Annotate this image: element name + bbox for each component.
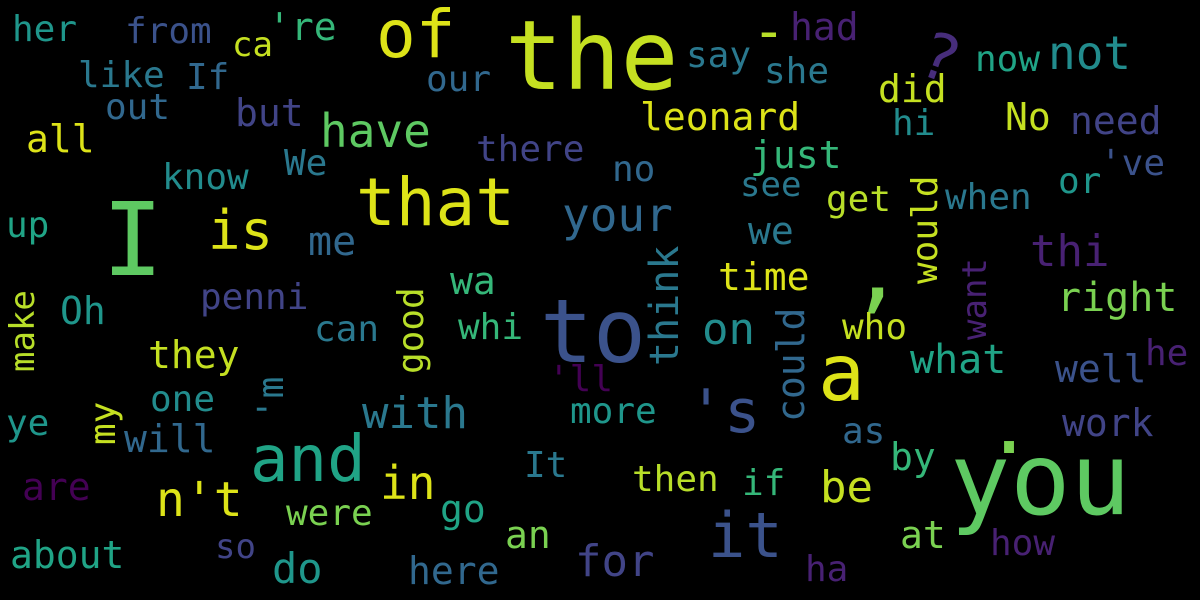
- word-ye: ye: [6, 403, 50, 444]
- word-We: We: [284, 143, 328, 184]
- word-on: on: [702, 304, 755, 355]
- word-do: do: [272, 544, 323, 593]
- word-our: our: [426, 59, 492, 100]
- word-or: or: [1058, 161, 1102, 202]
- word-your: your: [562, 188, 673, 242]
- word-could: could: [769, 307, 813, 422]
- word-that: that: [356, 164, 515, 241]
- word-whi: whi: [458, 307, 524, 348]
- word-they: they: [148, 333, 240, 377]
- word-one: one: [150, 379, 216, 420]
- word-know: know: [162, 157, 249, 198]
- word-here: here: [408, 549, 500, 593]
- word-like: like: [78, 55, 165, 96]
- word-get: get: [826, 179, 892, 220]
- word-re: 're: [268, 5, 337, 49]
- word-about: about: [10, 533, 125, 577]
- word-nt: n't: [156, 472, 243, 528]
- word-as: as: [842, 411, 886, 452]
- word-were: were: [286, 493, 373, 534]
- word-dot: .: [985, 379, 1034, 472]
- word-in: in: [380, 456, 436, 510]
- word-more: more: [570, 391, 657, 432]
- word-work: work: [1062, 401, 1154, 445]
- word-It: It: [524, 445, 568, 486]
- word-well: well: [1055, 347, 1147, 391]
- word-go: go: [440, 487, 486, 531]
- word-how: how: [990, 523, 1056, 564]
- word-good: good: [391, 287, 432, 374]
- word-I: I: [102, 181, 164, 300]
- word-had: had: [790, 5, 859, 49]
- word-then: then: [632, 459, 719, 500]
- word-it: it: [708, 499, 783, 572]
- word-want: want: [955, 258, 995, 340]
- word-if: if: [742, 463, 786, 504]
- word-ll: 'll: [548, 359, 614, 400]
- word-think: think: [642, 245, 688, 366]
- word-but: but: [235, 91, 304, 135]
- word-are: are: [22, 465, 91, 509]
- word-there: there: [476, 129, 585, 170]
- word-s: 's: [688, 377, 761, 447]
- word-time: time: [718, 255, 810, 299]
- word-and: and: [250, 423, 366, 497]
- word-can: can: [314, 309, 380, 350]
- word-with: with: [362, 388, 468, 439]
- word-me: me: [308, 219, 357, 265]
- word-you: you: [950, 421, 1131, 538]
- word-an: an: [505, 513, 551, 557]
- word-ve: 've: [1100, 143, 1166, 184]
- word-No: No: [1005, 95, 1051, 139]
- word-when: when: [945, 177, 1032, 218]
- word-did: did: [878, 67, 947, 111]
- word-what: what: [910, 337, 1007, 383]
- word-hi: hi: [892, 103, 936, 144]
- word-right: right: [1057, 275, 1178, 321]
- word-not: not: [1048, 26, 1132, 80]
- word-leonard: leonard: [640, 95, 801, 139]
- word-no: no: [612, 149, 656, 190]
- word-out: out: [105, 87, 171, 128]
- word-up: up: [6, 205, 50, 246]
- word-we: we: [748, 209, 794, 253]
- word-she: she: [764, 51, 830, 92]
- word-ca: ca: [232, 25, 273, 65]
- word-is: is: [208, 199, 274, 262]
- word-have: have: [320, 104, 431, 158]
- word-will: will: [124, 417, 216, 461]
- word-at: at: [900, 513, 946, 557]
- word-from: from: [125, 11, 212, 52]
- word-all: all: [26, 117, 95, 161]
- word-make: make: [3, 290, 43, 372]
- word-he: he: [1145, 333, 1189, 374]
- word-see: see: [740, 165, 802, 205]
- word-would: would: [905, 175, 946, 284]
- word-penni: penni: [200, 277, 309, 318]
- word-comma: ,: [850, 218, 905, 323]
- word-If: If: [186, 57, 230, 98]
- word-who: who: [842, 307, 908, 348]
- word-the: the: [505, 0, 679, 112]
- word-for: for: [575, 536, 655, 587]
- word-just: just: [750, 133, 842, 177]
- word-to: to: [540, 280, 646, 383]
- word-of: of: [376, 0, 456, 73]
- word-my: my: [83, 401, 124, 445]
- word-dash: -: [752, 0, 786, 64]
- word-need: need: [1070, 99, 1162, 143]
- word-thi: thi: [1030, 226, 1110, 277]
- word-now: now: [975, 39, 1041, 80]
- word-a: a: [818, 329, 865, 419]
- word-so: so: [215, 527, 256, 567]
- word-by: by: [890, 435, 936, 479]
- word-her: her: [12, 9, 78, 50]
- word-say: say: [686, 35, 752, 76]
- word-wa: wa: [450, 259, 496, 303]
- word-m: 'm: [251, 376, 292, 420]
- word-be: be: [820, 462, 873, 513]
- word-Oh: Oh: [60, 289, 106, 333]
- word-ha: ha: [805, 549, 849, 590]
